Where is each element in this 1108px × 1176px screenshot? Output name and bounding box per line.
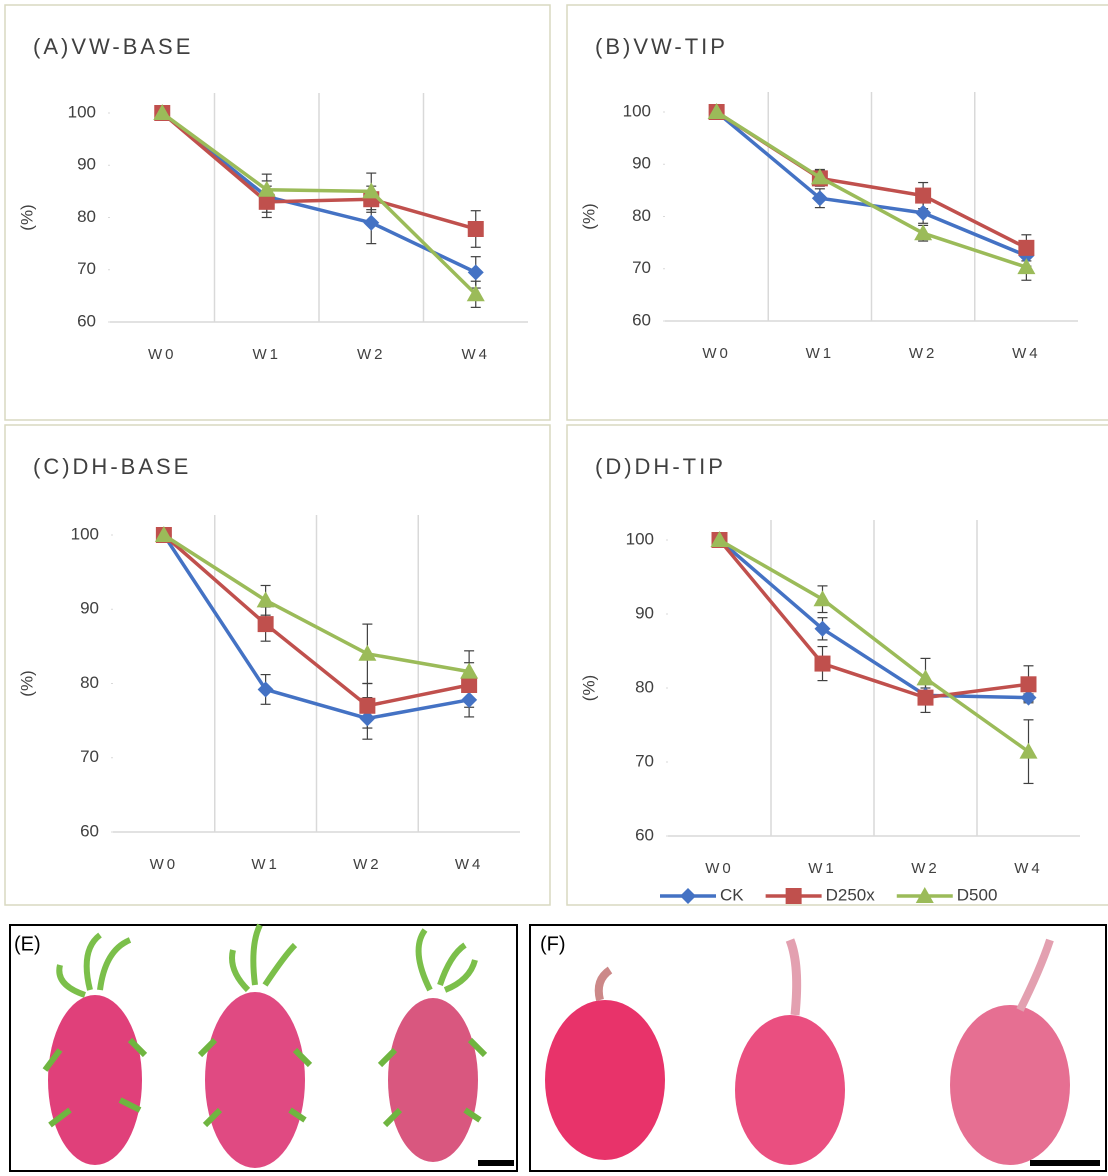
x-tick-label: W1 xyxy=(251,856,280,873)
y-tick-label: 90 xyxy=(632,154,651,173)
chart: (A)VW-BASE 60 70 80 90 100 (%) W0 W1 W2 W4 xyxy=(5,5,550,420)
x-tick-label: W0 xyxy=(148,346,177,363)
x-tick-label: W2 xyxy=(357,346,386,363)
marker xyxy=(918,690,934,706)
y-tick-label: 90 xyxy=(77,155,96,174)
x-tick-label: W2 xyxy=(909,345,938,362)
chart: (B)VW-TIP 60 70 80 90 100 (%) W0 W1 W2 W4 xyxy=(567,5,1108,420)
x-tick-label: W1 xyxy=(253,346,282,363)
marker xyxy=(468,221,484,237)
marker xyxy=(359,698,375,714)
x-tick-label: W0 xyxy=(705,860,734,877)
x-tick-label: W1 xyxy=(808,860,837,877)
x-tick-label: W0 xyxy=(150,856,179,873)
y-tick-label: 70 xyxy=(80,747,99,766)
y-tick-label: 90 xyxy=(80,599,99,618)
marker xyxy=(461,677,477,693)
chart-title: (C)DH-BASE xyxy=(33,454,191,479)
y-tick-label: 100 xyxy=(626,529,654,548)
marker xyxy=(257,591,275,607)
legend-label: D500 xyxy=(957,885,998,904)
figure: (E) (F) (A)VW-BASE 60 70 80 90 100 (%) W0 W1 W2 W4… xyxy=(0,0,1108,1176)
marker xyxy=(915,205,931,221)
x-tick-label: W1 xyxy=(806,345,835,362)
y-tick-label: 60 xyxy=(632,310,651,329)
panel-label: (F) xyxy=(540,933,566,955)
y-tick-label: 80 xyxy=(635,677,654,696)
y-tick-label: 60 xyxy=(80,821,99,840)
y-tick-label: 70 xyxy=(77,259,96,278)
y-tick-label: 100 xyxy=(68,102,96,121)
y-tick-label: 80 xyxy=(632,206,651,225)
marker xyxy=(358,645,376,661)
y-axis-label: (%) xyxy=(17,670,36,696)
photo-panels: (E) (F) xyxy=(10,925,1106,1171)
x-tick-label: W4 xyxy=(462,346,491,363)
y-tick-label: 60 xyxy=(635,825,654,844)
marker xyxy=(1021,676,1037,692)
y-tick-label: 70 xyxy=(632,258,651,277)
x-tick-label: W2 xyxy=(911,860,940,877)
y-tick-label: 70 xyxy=(635,751,654,770)
chart-title: (D)DH-TIP xyxy=(595,454,726,479)
marker xyxy=(814,590,832,606)
x-tick-label: W2 xyxy=(353,856,382,873)
legend-label: D250x xyxy=(826,885,876,904)
y-axis-label: (%) xyxy=(17,204,36,230)
x-tick-label: W4 xyxy=(455,856,484,873)
y-axis-label: (%) xyxy=(579,203,598,229)
y-tick-label: 60 xyxy=(77,311,96,330)
chart-title: (B)VW-TIP xyxy=(595,34,728,59)
y-tick-label: 80 xyxy=(80,673,99,692)
marker xyxy=(258,616,274,632)
y-tick-label: 100 xyxy=(71,524,99,543)
x-tick-label: W0 xyxy=(702,345,731,362)
y-tick-label: 80 xyxy=(77,207,96,226)
marker xyxy=(461,692,477,708)
marker xyxy=(1018,240,1034,256)
panel-label: (E) xyxy=(14,933,41,955)
y-tick-label: 100 xyxy=(623,101,651,120)
legend-label: CK xyxy=(720,885,744,904)
chart: (D)DH-TIP 60 70 80 90 100 (%) W0 W1 W2 W4 CK D250x D5… xyxy=(567,425,1108,905)
marker xyxy=(914,224,932,240)
x-tick-label: W4 xyxy=(1014,860,1043,877)
chart: (C)DH-BASE 60 70 80 90 100 (%) W0 W1 W2 W4 xyxy=(5,425,550,905)
legend-marker xyxy=(680,888,696,904)
legend-marker xyxy=(786,888,802,904)
y-axis-label: (%) xyxy=(579,675,598,701)
x-tick-label: W4 xyxy=(1012,345,1041,362)
marker xyxy=(915,188,931,204)
chart-title: (A)VW-BASE xyxy=(33,34,193,59)
y-tick-label: 90 xyxy=(635,603,654,622)
marker xyxy=(363,215,379,231)
marker xyxy=(468,264,484,280)
marker xyxy=(815,656,831,672)
